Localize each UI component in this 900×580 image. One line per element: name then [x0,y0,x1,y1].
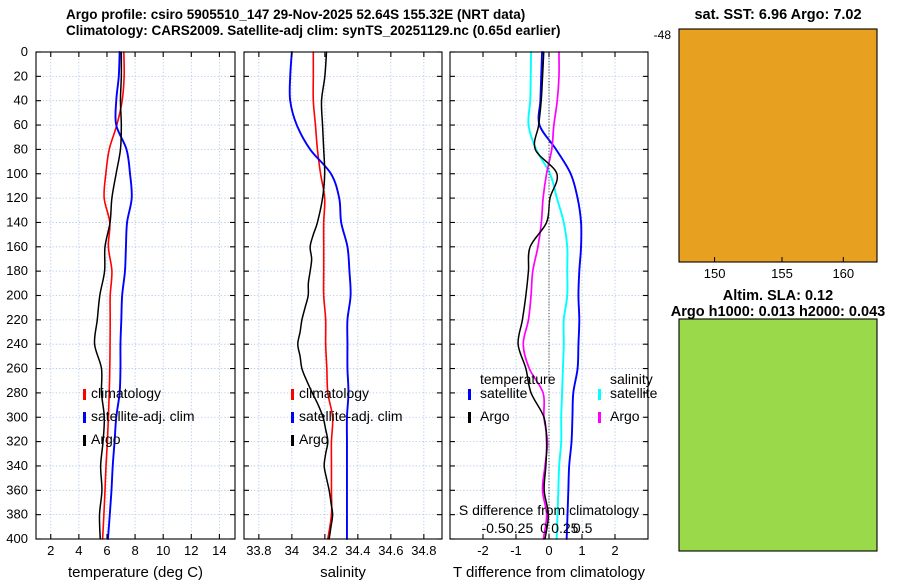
svg-text:climatology: climatology [91,385,161,401]
svg-text:4: 4 [75,543,82,558]
svg-text:12: 12 [184,543,198,558]
svg-text:400: 400 [6,531,28,546]
svg-text:120: 120 [6,190,28,205]
svg-text:-0.25: -0.25 [501,520,533,536]
svg-text:Argo: Argo [480,408,510,424]
svg-text:380: 380 [6,507,28,522]
svg-text:climatology: climatology [299,385,369,401]
svg-text:360: 360 [6,482,28,497]
svg-text:200: 200 [6,288,28,303]
svg-text:-1: -1 [510,543,522,558]
svg-text:160: 160 [6,239,28,254]
svg-text:34.8: 34.8 [411,543,436,558]
svg-text:150: 150 [704,266,726,281]
svg-text:2: 2 [611,543,618,558]
svg-text:satellite-adj. clim: satellite-adj. clim [91,408,194,424]
svg-text:80: 80 [14,141,28,156]
svg-text:34.6: 34.6 [378,543,403,558]
svg-text:Argo: Argo [610,408,640,424]
svg-text:-2: -2 [477,543,489,558]
svg-text:1: 1 [578,543,585,558]
svg-text:Argo: Argo [91,431,121,447]
svg-text:Argo: Argo [299,431,329,447]
svg-text:14: 14 [212,543,226,558]
svg-text:-48: -48 [654,28,672,42]
svg-text:155: 155 [771,266,793,281]
svg-text:sat. SST: 6.96 Argo: 7.02: sat. SST: 6.96 Argo: 7.02 [694,7,861,23]
svg-text:180: 180 [6,263,28,278]
svg-text:260: 260 [6,361,28,376]
svg-text:10: 10 [156,543,170,558]
svg-text:34: 34 [285,543,299,558]
svg-text:Argo h1000: 0.013 h2000: 0.043: Argo h1000: 0.013 h2000: 0.043 [671,304,885,320]
svg-text:6: 6 [103,543,110,558]
svg-text:temperature (deg C): temperature (deg C) [68,564,203,580]
svg-text:salinity: salinity [320,564,366,580]
svg-text:8: 8 [131,543,138,558]
svg-text:280: 280 [6,385,28,400]
svg-text:0.5: 0.5 [573,520,593,536]
svg-text:0: 0 [540,520,548,536]
svg-text:40: 40 [14,93,28,108]
svg-text:0: 0 [21,44,28,59]
svg-text:2: 2 [47,543,54,558]
svg-text:34.4: 34.4 [345,543,370,558]
svg-text:satellite: satellite [610,385,658,401]
svg-text:320: 320 [6,434,28,449]
svg-text:34.2: 34.2 [312,543,337,558]
svg-text:220: 220 [6,312,28,327]
svg-text:60: 60 [14,117,28,132]
svg-text:340: 340 [6,458,28,473]
svg-text:Climatology: CARS2009. Satelli: Climatology: CARS2009. Satellite-adj cli… [66,23,560,38]
svg-text:Argo profile: csiro 5905510_14: Argo profile: csiro 5905510_147 29-Nov-2… [66,7,525,22]
svg-text:100: 100 [6,166,28,181]
svg-text:160: 160 [832,266,854,281]
svg-text:0: 0 [545,543,552,558]
svg-text:33.8: 33.8 [246,543,271,558]
svg-text:140: 140 [6,214,28,229]
svg-text:T difference from climatology: T difference from climatology [453,564,646,580]
svg-text:Altim. SLA: 0.12: Altim. SLA: 0.12 [723,288,833,304]
svg-text:satellite-adj. clim: satellite-adj. clim [299,408,402,424]
svg-text:20: 20 [14,68,28,83]
svg-text:240: 240 [6,336,28,351]
svg-text:satellite: satellite [480,385,528,401]
svg-text:300: 300 [6,409,28,424]
svg-text:S difference from climatology: S difference from climatology [459,502,639,518]
